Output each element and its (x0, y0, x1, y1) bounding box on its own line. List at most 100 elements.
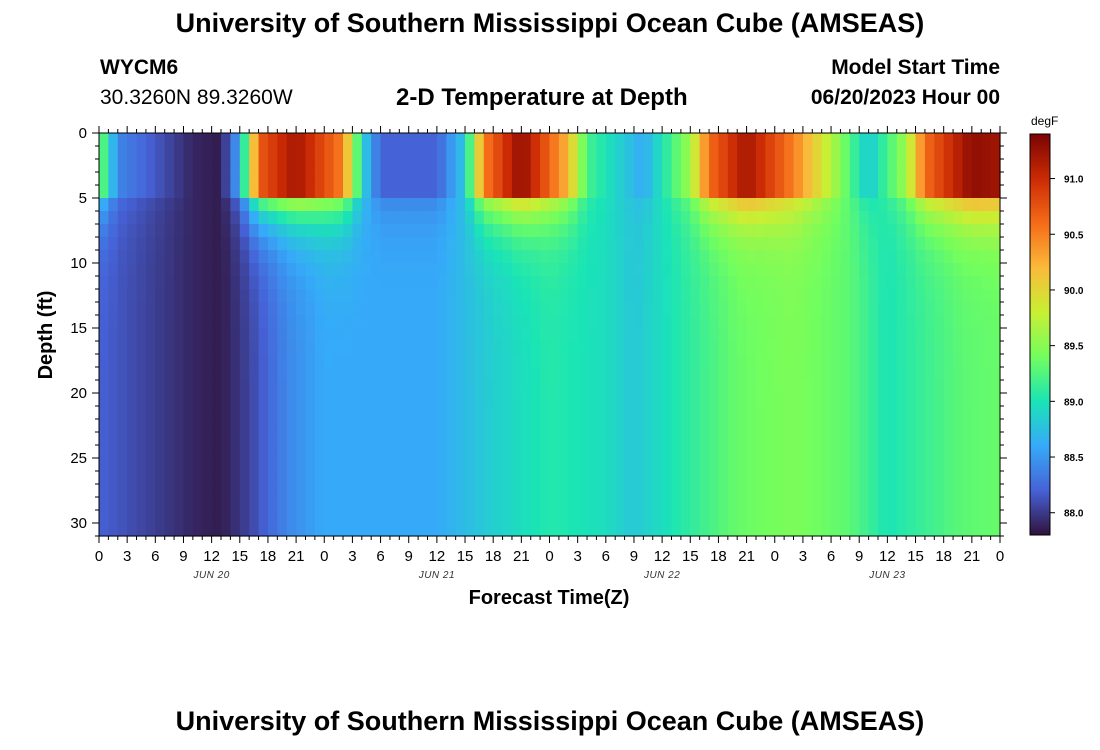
heatmap-cell (934, 198, 945, 212)
x-tick-label: 0 (95, 548, 103, 565)
heatmap-cell (361, 458, 372, 472)
heatmap-cell (192, 159, 203, 173)
heatmap-cell (774, 380, 785, 394)
heatmap-cell (502, 510, 513, 524)
heatmap-cell (709, 471, 720, 485)
heatmap-cell (465, 289, 476, 303)
heatmap-cell (192, 263, 203, 277)
heatmap-cell (887, 276, 898, 290)
heatmap-cell (511, 211, 522, 225)
heatmap-cell (127, 172, 138, 186)
heatmap-cell (633, 159, 644, 173)
heatmap-cell (774, 289, 785, 303)
heatmap-cell (924, 198, 935, 212)
heatmap-cell (502, 393, 513, 407)
heatmap-cell (652, 406, 663, 420)
y-tick-label: 20 (70, 385, 87, 402)
heatmap-cell (662, 185, 673, 199)
heatmap-cell (314, 224, 325, 238)
heatmap-cell (164, 224, 175, 238)
heatmap-cell (755, 146, 766, 160)
heatmap-cell (615, 419, 626, 433)
heatmap-cell (577, 484, 588, 498)
heatmap-cell (802, 237, 813, 251)
heatmap-cell (380, 263, 391, 277)
heatmap-cell (896, 445, 907, 459)
heatmap-cell (765, 445, 776, 459)
heatmap-cell (709, 367, 720, 381)
heatmap-cell (474, 224, 485, 238)
heatmap-cell (474, 302, 485, 316)
heatmap-cell (530, 159, 541, 173)
heatmap-cell (267, 406, 278, 420)
heatmap-cell (727, 224, 738, 238)
heatmap-cell (192, 497, 203, 511)
heatmap-cell (690, 393, 701, 407)
heatmap-cell (277, 133, 288, 147)
heatmap-cell (690, 354, 701, 368)
heatmap-cell (887, 328, 898, 342)
heatmap-cell (709, 393, 720, 407)
heatmap-cell (164, 471, 175, 485)
heatmap-cell (305, 185, 316, 199)
heatmap-cell (108, 146, 119, 160)
heatmap-cell (371, 250, 382, 264)
heatmap-cell (474, 172, 485, 186)
heatmap-cell (521, 276, 532, 290)
heatmap-cell (990, 198, 1001, 212)
heatmap-cell (577, 211, 588, 225)
heatmap-cell (465, 302, 476, 316)
heatmap-cell (624, 237, 635, 251)
heatmap-cell (305, 146, 316, 160)
heatmap-cell (652, 432, 663, 446)
heatmap-cell (934, 315, 945, 329)
heatmap-cell (793, 198, 804, 212)
heatmap-cell (502, 367, 513, 381)
heatmap-cell (221, 484, 231, 498)
heatmap-cell (587, 367, 598, 381)
heatmap-cell (962, 380, 973, 394)
heatmap-cell (343, 406, 354, 420)
heatmap-cell (802, 432, 813, 446)
heatmap-cell (474, 406, 485, 420)
heatmap-cell (117, 159, 128, 173)
heatmap-cell (521, 341, 532, 355)
heatmap-cell (812, 224, 823, 238)
heatmap-cell (361, 484, 372, 498)
heatmap-cell (924, 224, 935, 238)
heatmap-cell (587, 250, 598, 264)
heatmap-cell (953, 484, 964, 498)
heatmap-cell (192, 471, 203, 485)
heatmap-cell (483, 159, 494, 173)
heatmap-cell (117, 484, 128, 498)
heatmap-cell (624, 367, 635, 381)
heatmap-cell (521, 185, 532, 199)
heatmap-cell (277, 276, 288, 290)
heatmap-cell (643, 289, 654, 303)
heatmap-cell (145, 445, 156, 459)
heatmap-cell (455, 302, 466, 316)
heatmap-cell (511, 328, 522, 342)
heatmap-cell (849, 276, 860, 290)
heatmap-cell (511, 341, 522, 355)
heatmap-cell (915, 510, 926, 524)
heatmap-cell (465, 367, 476, 381)
heatmap-cell (906, 146, 917, 160)
heatmap-cell (727, 146, 738, 160)
heatmap-cell (849, 406, 860, 420)
heatmap-cell (474, 289, 485, 303)
heatmap-cell (624, 328, 635, 342)
heatmap-cell (530, 393, 541, 407)
heatmap-cell (108, 523, 119, 537)
heatmap-cell (962, 367, 973, 381)
heatmap-cell (587, 458, 598, 472)
heatmap-cell (605, 302, 616, 316)
heatmap-cell (399, 289, 410, 303)
heatmap-cell (990, 393, 1001, 407)
heatmap-cell (981, 445, 992, 459)
heatmap-cell (615, 159, 626, 173)
heatmap-cell (286, 289, 297, 303)
heatmap-cell (427, 484, 438, 498)
heatmap-cell (333, 146, 344, 160)
heatmap-cell (652, 497, 663, 511)
